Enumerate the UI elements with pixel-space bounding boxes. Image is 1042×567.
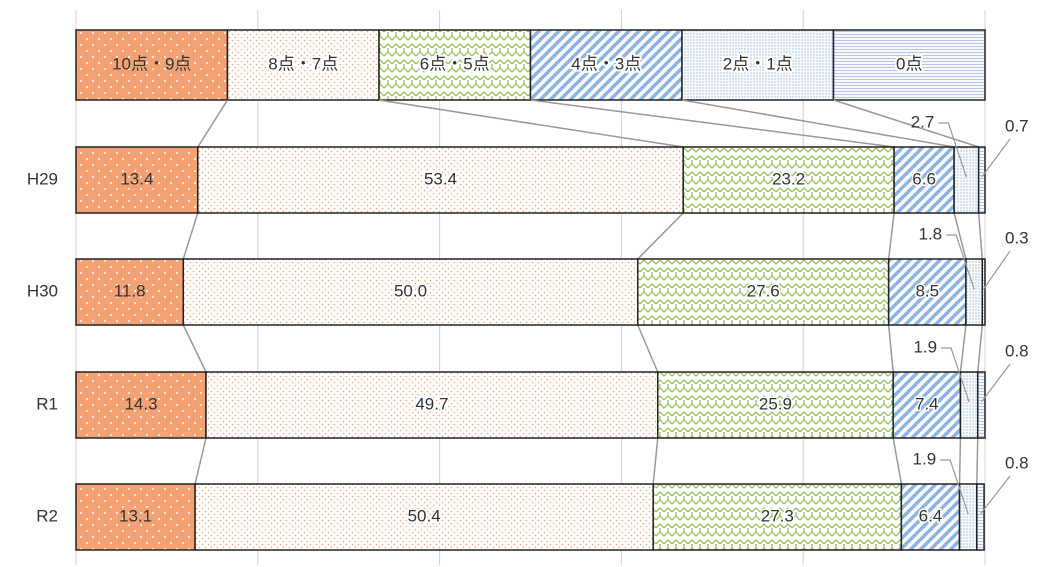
bar-segment (75, 146, 199, 214)
data-label: 27.3 (761, 506, 794, 525)
connector (887, 324, 894, 373)
connector (182, 324, 207, 373)
connector (637, 212, 684, 260)
bar-segment (965, 258, 984, 326)
bar-segment (977, 146, 986, 214)
data-label: 50.4 (408, 506, 441, 525)
data-label: 13.4 (120, 169, 153, 188)
data-label: 11.8 (114, 281, 146, 300)
connector (194, 437, 207, 485)
data-label: 13.1 (119, 506, 152, 525)
legend-label: 2点・1点 (723, 54, 793, 73)
data-label: 0.3 (1005, 228, 1029, 247)
legend-label: 0点 (896, 54, 922, 73)
connector (637, 324, 659, 373)
bar-segment (194, 483, 654, 551)
data-label: 1.9 (913, 337, 937, 356)
data-label: 14.3 (124, 394, 157, 413)
legend-swatch (832, 29, 986, 101)
bar-segment (75, 258, 185, 326)
data-label: 7.4 (915, 394, 939, 413)
connector (976, 437, 979, 485)
connector (833, 99, 979, 148)
bar-segment (953, 146, 980, 214)
data-label: 0.8 (1005, 341, 1029, 360)
connector (959, 324, 967, 373)
leader-line (946, 234, 975, 290)
legend-swatch (529, 29, 683, 101)
bar-segment (892, 371, 962, 439)
bar-segment (657, 371, 894, 439)
bar-segment (682, 146, 895, 214)
bar-segment (976, 483, 985, 551)
bar-segment (976, 371, 986, 439)
bar-segment (900, 483, 961, 551)
data-label: 0.8 (1005, 453, 1029, 472)
leader-line (979, 475, 1011, 515)
bar-segment (205, 371, 659, 439)
connector (378, 99, 684, 148)
bar-segment (959, 371, 979, 439)
leader-line (941, 347, 970, 403)
leader-line (938, 122, 967, 178)
data-label: 49.7 (415, 394, 448, 413)
category-label: H30 (27, 281, 58, 300)
data-label: 25.9 (759, 394, 792, 413)
category-label: R2 (36, 506, 58, 525)
leader-line (981, 138, 1011, 178)
bar-segment (981, 258, 986, 326)
data-label: 27.6 (747, 281, 780, 300)
legend-swatch (75, 29, 229, 101)
legend-label: 8点・7点 (268, 54, 338, 73)
data-label: 1.8 (918, 224, 942, 243)
leader-line (980, 363, 1011, 403)
connector (652, 437, 659, 485)
data-label: 23.2 (772, 169, 805, 188)
legend-label: 10点・9点 (112, 54, 191, 73)
legend-label: 4点・3点 (571, 54, 641, 73)
connector (197, 99, 229, 148)
bar-segment (197, 146, 684, 214)
connector (976, 324, 984, 373)
category-label: H29 (27, 169, 58, 188)
legend-label: 6点・5点 (420, 54, 490, 73)
connector (530, 99, 895, 148)
connector (182, 212, 199, 260)
data-label: 1.9 (913, 449, 937, 468)
connector (681, 99, 955, 148)
connector (892, 437, 903, 485)
connector (887, 212, 895, 260)
bar-segment (75, 371, 207, 439)
data-label: 6.4 (919, 506, 943, 525)
bar-segment (958, 483, 978, 551)
connector (953, 212, 967, 260)
data-label: 2.7 (911, 112, 935, 131)
data-label: 50.0 (394, 281, 427, 300)
data-label: 8.5 (915, 281, 939, 300)
data-label: 53.4 (424, 169, 457, 188)
category-label: R1 (36, 394, 58, 413)
connector (958, 437, 962, 485)
data-label: 0.7 (1005, 116, 1029, 135)
data-label: 6.6 (912, 169, 936, 188)
bar-segment (637, 258, 890, 326)
bar-segment (652, 483, 903, 551)
legend-swatch (681, 29, 835, 101)
leader-line (983, 250, 1011, 290)
connector (977, 212, 984, 260)
leader-line (940, 459, 969, 515)
